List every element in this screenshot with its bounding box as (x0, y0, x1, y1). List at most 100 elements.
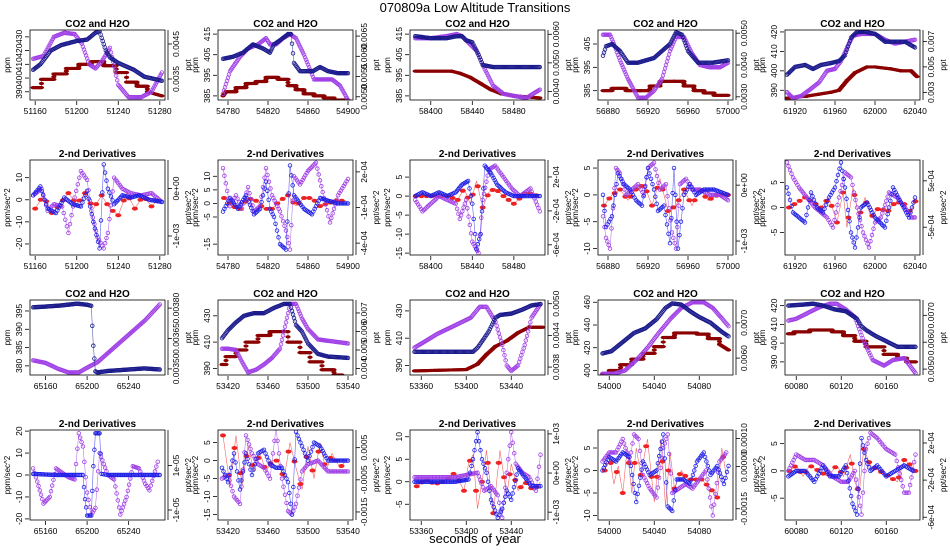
point-h2o_raw (109, 208, 116, 213)
y-tick-label: 0 (394, 193, 404, 198)
point-co2 (666, 42, 672, 48)
point-co2 (471, 216, 476, 222)
point-h2o (282, 223, 287, 229)
point-co2 (813, 201, 818, 206)
point-h2o (268, 186, 273, 191)
point-h2o_raw (686, 198, 693, 203)
panel-title: CO2 and H2O (820, 19, 885, 30)
point-co2 (703, 187, 708, 192)
point-h2o_raw (285, 329, 291, 334)
x-tick-label: 53500 (296, 381, 320, 391)
y-tick-label: 420 (14, 43, 24, 57)
y2-tick-label: 0.0044 (551, 322, 561, 348)
point-co2 (95, 239, 101, 244)
point-h2o (726, 323, 731, 329)
point-h2o_raw (489, 188, 496, 193)
point-co2 (666, 231, 671, 236)
point-co2 (669, 215, 674, 221)
point-h2o (676, 203, 681, 208)
y2-tick-label: 0.0050 (551, 50, 561, 76)
series-line-h2o (602, 162, 729, 249)
point-h2o (67, 221, 73, 227)
point-h2o (851, 190, 857, 195)
point-co2 (477, 55, 482, 60)
point-h2o_raw (702, 194, 709, 199)
point-co2 (653, 194, 658, 199)
point-co2 (491, 175, 496, 181)
point-co2 (285, 219, 290, 224)
point-h2o (470, 239, 475, 244)
y-tick-label: -5 (394, 211, 404, 219)
point-co2 (609, 214, 615, 219)
point-co2 (641, 194, 646, 199)
series-group (30, 301, 163, 375)
point-co2 (908, 210, 913, 215)
y2-tick-label: 0.006 (359, 321, 369, 343)
point-h2o_raw (331, 370, 337, 374)
y2-tick-label: 2e-04 (359, 161, 369, 183)
point-co2 (289, 173, 294, 178)
y2-tick-label: 0.0050 (359, 83, 369, 109)
y2-tick-label: 0.0060 (359, 43, 369, 69)
y2-tick-label: 0.00365 (171, 323, 181, 354)
point-h2o_raw (297, 345, 303, 349)
point-co2 (241, 197, 246, 203)
point-co2 (906, 215, 912, 220)
point-h2o (295, 306, 301, 311)
x-tick-label: 65240 (117, 381, 141, 391)
point-h2o (115, 78, 120, 83)
point-co2 (478, 231, 483, 237)
x-tick-label: 53360 (409, 381, 433, 391)
point-h2o_raw (617, 366, 624, 370)
y2-tick-label: 0.0040 (739, 52, 749, 78)
y-tick-label: 420 (582, 340, 592, 354)
point-co2 (674, 219, 679, 224)
point-h2o_raw (454, 197, 461, 202)
point-h2o (869, 232, 875, 238)
point-h2o (113, 73, 119, 78)
point-h2o_raw (725, 348, 732, 352)
point-co2 (492, 177, 497, 183)
point-h2o (300, 177, 305, 183)
panel-title: CO2 and H2O (65, 19, 130, 30)
point-co2 (276, 235, 281, 240)
point-h2o (64, 224, 70, 229)
point-h2o_raw (301, 196, 307, 200)
point-h2o (607, 32, 613, 37)
y-tick-label: 385 (202, 89, 212, 103)
point-h2o (244, 190, 249, 195)
point-h2o_raw (671, 335, 678, 340)
y2-axis-label: ppt (564, 331, 573, 343)
point-h2o (324, 208, 330, 213)
point-co2 (648, 176, 654, 181)
point-h2o_raw (65, 191, 72, 196)
point-co2 (854, 235, 859, 240)
point-co2 (663, 212, 668, 218)
point-co2 (888, 198, 893, 204)
point-co2 (787, 197, 793, 203)
plot-frame (409, 159, 546, 256)
point-h2o (912, 215, 918, 220)
point-h2o (290, 198, 295, 203)
point-h2o_raw (537, 96, 543, 100)
x-tick-label: 56920 (636, 261, 660, 271)
point-h2o_raw (319, 364, 325, 368)
point-co2 (239, 199, 245, 205)
point-h2o (865, 241, 870, 246)
point-h2o (111, 64, 117, 69)
point-h2o_raw (725, 93, 731, 97)
point-h2o_raw (469, 192, 476, 197)
point-co2 (820, 210, 826, 215)
point-h2o (866, 245, 872, 250)
panel-title: CO2 and H2O (445, 289, 510, 300)
point-co2 (91, 343, 96, 348)
y2-tick-label: 0.0060 (739, 345, 749, 371)
point-co2 (667, 240, 673, 246)
point-h2o_raw (38, 81, 45, 86)
x-tick-label: 58400 (419, 261, 443, 271)
point-co2 (708, 187, 714, 192)
y-tick-label: 410 (769, 44, 779, 58)
